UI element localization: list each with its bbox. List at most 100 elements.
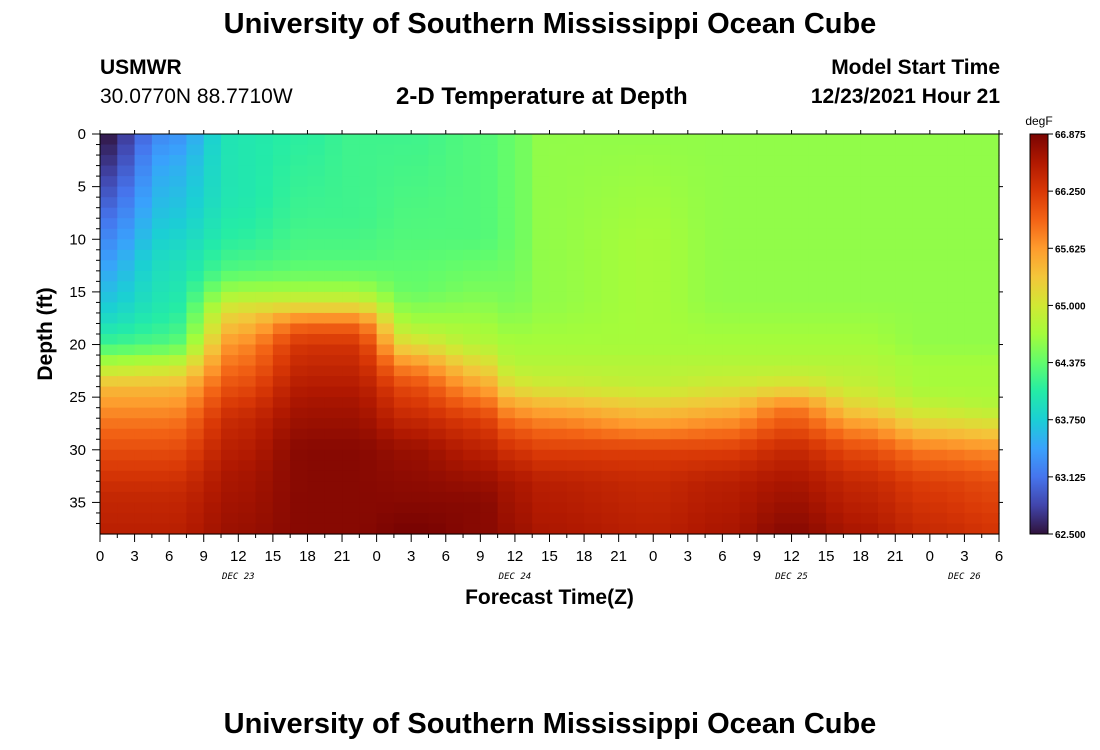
heatmap-cell bbox=[359, 470, 378, 482]
heatmap-cell bbox=[670, 134, 689, 146]
heatmap-cell bbox=[912, 355, 931, 367]
heatmap-cell bbox=[134, 428, 153, 440]
heatmap-cell bbox=[635, 134, 654, 146]
heatmap-cell bbox=[653, 470, 672, 482]
heatmap-cell bbox=[618, 228, 637, 240]
heatmap-cell bbox=[670, 439, 689, 451]
heatmap-cell bbox=[290, 228, 309, 240]
heatmap-cell bbox=[964, 165, 983, 177]
heatmap-cell bbox=[739, 470, 758, 482]
heatmap-cell bbox=[324, 260, 343, 272]
heatmap-cell bbox=[134, 155, 153, 167]
heatmap-cell bbox=[549, 144, 568, 156]
heatmap-cell bbox=[238, 134, 257, 146]
heatmap-cell bbox=[134, 355, 153, 367]
heatmap-cell bbox=[238, 176, 257, 188]
heatmap-cell bbox=[964, 249, 983, 261]
heatmap-cell bbox=[549, 312, 568, 325]
heatmap-cell bbox=[895, 365, 914, 377]
heatmap-cell bbox=[497, 386, 516, 398]
heatmap-cell bbox=[687, 386, 706, 398]
heatmap-cell bbox=[705, 249, 723, 261]
heatmap-cell bbox=[756, 523, 775, 535]
heatmap-cell bbox=[117, 207, 136, 219]
heatmap-cell bbox=[705, 449, 723, 461]
heatmap-cell bbox=[359, 491, 378, 504]
heatmap-cell bbox=[877, 439, 896, 451]
heatmap-cell bbox=[670, 386, 689, 398]
y-tick-label: 25 bbox=[69, 389, 86, 406]
heatmap-cell bbox=[117, 239, 136, 251]
heatmap-cell bbox=[756, 270, 775, 282]
heatmap-cell bbox=[342, 407, 360, 419]
heatmap-cell bbox=[100, 260, 118, 272]
heatmap-cell bbox=[808, 344, 827, 356]
heatmap-cell bbox=[929, 176, 948, 188]
heatmap-cell bbox=[670, 502, 689, 514]
heatmap-cell bbox=[393, 449, 412, 461]
heatmap-cell bbox=[618, 239, 637, 251]
heatmap-cell bbox=[221, 365, 239, 377]
heatmap-cell bbox=[307, 176, 326, 188]
heatmap-cell bbox=[272, 134, 291, 146]
heatmap-cell bbox=[342, 207, 360, 219]
heatmap-cell bbox=[272, 260, 291, 272]
heatmap-cell bbox=[566, 355, 585, 367]
heatmap-cell bbox=[514, 491, 533, 504]
heatmap-cell bbox=[169, 386, 188, 398]
heatmap-cell bbox=[912, 218, 931, 230]
heatmap-cell bbox=[221, 197, 239, 209]
heatmap-cell bbox=[514, 165, 533, 177]
heatmap-cell bbox=[549, 428, 568, 440]
heatmap-cell bbox=[722, 397, 741, 409]
heatmap-cell bbox=[100, 376, 118, 388]
heatmap-cell bbox=[756, 197, 775, 209]
heatmap-cell bbox=[670, 512, 689, 525]
heatmap-cell bbox=[169, 291, 188, 304]
heatmap-cell bbox=[290, 218, 309, 230]
heatmap-cell bbox=[947, 428, 966, 440]
heatmap-cell bbox=[826, 512, 845, 525]
heatmap-cell bbox=[774, 291, 793, 304]
heatmap-cell bbox=[463, 439, 481, 451]
heatmap-cell bbox=[428, 281, 447, 293]
heatmap-cell bbox=[376, 344, 395, 356]
heatmap-cell bbox=[895, 239, 914, 251]
heatmap-cell bbox=[912, 334, 931, 346]
heatmap-cell bbox=[774, 197, 793, 209]
heatmap-cell bbox=[705, 365, 723, 377]
heatmap-cell bbox=[739, 249, 758, 261]
heatmap-cell bbox=[635, 207, 654, 219]
heatmap-cell bbox=[393, 407, 412, 419]
heatmap-cell bbox=[359, 523, 378, 535]
x-tick-label: 9 bbox=[476, 548, 484, 565]
heatmap-cell bbox=[117, 449, 136, 461]
heatmap-cell bbox=[411, 407, 430, 419]
heatmap-cell bbox=[981, 270, 1000, 282]
heatmap-cell bbox=[497, 523, 516, 535]
heatmap-cell bbox=[272, 523, 291, 535]
heatmap-cell bbox=[601, 491, 620, 504]
heatmap-cell bbox=[722, 281, 741, 293]
heatmap-cell bbox=[497, 323, 516, 335]
heatmap-cell bbox=[463, 291, 481, 304]
heatmap-cell bbox=[532, 481, 551, 493]
heatmap-cell bbox=[445, 134, 464, 146]
heatmap-cell bbox=[203, 523, 222, 535]
heatmap-cell bbox=[203, 249, 222, 261]
heatmap-cell bbox=[687, 334, 706, 346]
heatmap-cell bbox=[601, 418, 620, 430]
heatmap-cell bbox=[514, 228, 533, 240]
heatmap-cell bbox=[549, 134, 568, 146]
heatmap-cell bbox=[774, 460, 793, 472]
heatmap-cell bbox=[635, 270, 654, 282]
heatmap-cell bbox=[808, 207, 827, 219]
heatmap-cell bbox=[774, 302, 793, 314]
heatmap-cell bbox=[670, 249, 689, 261]
heatmap-cell bbox=[601, 302, 620, 314]
heatmap-cell bbox=[169, 355, 188, 367]
heatmap-cell bbox=[722, 239, 741, 251]
heatmap-cell bbox=[393, 512, 412, 525]
heatmap-cell bbox=[324, 439, 343, 451]
